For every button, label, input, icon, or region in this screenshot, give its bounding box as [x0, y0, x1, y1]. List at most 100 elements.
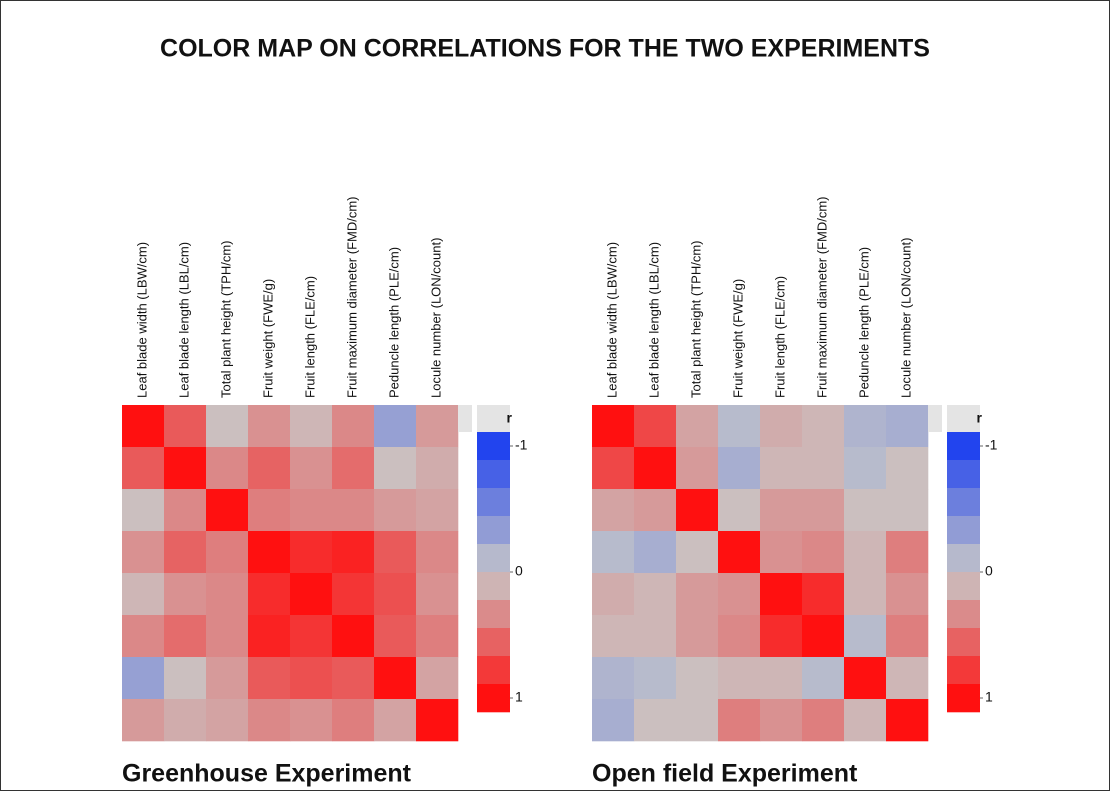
colorbar-band	[947, 488, 980, 517]
cell	[802, 447, 845, 490]
cell	[802, 405, 845, 448]
cell	[844, 657, 887, 700]
cell	[844, 573, 887, 616]
column-label: Peduncle length (PLE/cm)	[856, 247, 871, 398]
cell	[332, 447, 375, 490]
colorbar-tick-label: 1	[985, 689, 993, 705]
cell	[844, 405, 887, 448]
cell	[332, 699, 375, 742]
cell	[844, 531, 887, 574]
cell	[206, 489, 249, 532]
cell	[248, 489, 291, 532]
cell	[290, 573, 333, 616]
colorbar-title: r	[977, 410, 983, 426]
cell	[886, 699, 929, 742]
cell	[206, 531, 249, 574]
cell	[676, 699, 719, 742]
cell	[760, 573, 803, 616]
cell	[844, 447, 887, 490]
cell	[122, 573, 165, 616]
cell	[332, 573, 375, 616]
cell	[290, 699, 333, 742]
cell	[290, 615, 333, 658]
colorbar-band	[477, 460, 510, 489]
cell	[886, 405, 929, 448]
cell	[592, 447, 635, 490]
cell	[290, 657, 333, 700]
cell	[206, 615, 249, 658]
cell	[802, 573, 845, 616]
cell	[248, 615, 291, 658]
colorbar-band	[947, 628, 980, 657]
colorbar-band	[947, 460, 980, 489]
column-label: Fruit maximum diameter (FMD/cm)	[344, 196, 359, 398]
cell	[634, 573, 677, 616]
cell	[290, 531, 333, 574]
corner	[458, 405, 472, 432]
cell	[164, 447, 207, 490]
colorbar-band	[477, 488, 510, 517]
colorbar-band	[477, 600, 510, 629]
cell	[802, 489, 845, 532]
cell	[592, 489, 635, 532]
cell	[416, 657, 459, 700]
cell	[718, 489, 761, 532]
cell	[164, 489, 207, 532]
colorbar-band	[947, 432, 980, 461]
cell	[416, 405, 459, 448]
cell	[290, 405, 333, 448]
cell	[718, 615, 761, 658]
cell	[332, 405, 375, 448]
colorbar-band	[477, 656, 510, 685]
cell	[760, 531, 803, 574]
colorbar-header	[947, 405, 980, 432]
cell	[802, 699, 845, 742]
cell	[164, 699, 207, 742]
cell	[676, 657, 719, 700]
cell	[886, 615, 929, 658]
cell	[122, 615, 165, 658]
cell	[122, 447, 165, 490]
colorbar-band	[477, 516, 510, 545]
column-label: Fruit weight (FWE/g)	[260, 279, 275, 398]
cell	[718, 531, 761, 574]
cell	[592, 573, 635, 616]
cell	[374, 699, 417, 742]
cell	[592, 531, 635, 574]
column-label: Fruit length (FLE/cm)	[302, 276, 317, 398]
cell	[634, 489, 677, 532]
column-label: Fruit weight (FWE/g)	[730, 279, 745, 398]
cell	[718, 405, 761, 448]
column-label: Peduncle length (PLE/cm)	[386, 247, 401, 398]
chart-title: Greenhouse Experiment	[122, 760, 412, 788]
cell	[886, 657, 929, 700]
cell	[718, 657, 761, 700]
cell	[122, 531, 165, 574]
cell	[634, 615, 677, 658]
cell	[592, 615, 635, 658]
chart-title: Open field Experiment	[592, 760, 858, 788]
cell	[844, 699, 887, 742]
cell	[592, 405, 635, 448]
cell	[886, 447, 929, 490]
colorbar-band	[947, 516, 980, 545]
column-label: Locule number (LON/count)	[428, 238, 443, 398]
column-label: Leaf blade width (LBW/cm)	[604, 242, 619, 398]
cell	[718, 447, 761, 490]
column-label: Total plant height (TPH/cm)	[688, 240, 703, 398]
cell	[248, 657, 291, 700]
cell	[290, 447, 333, 490]
cell	[332, 489, 375, 532]
cell	[206, 699, 249, 742]
cell	[206, 657, 249, 700]
cell	[802, 531, 845, 574]
cell	[332, 531, 375, 574]
cell	[886, 531, 929, 574]
cell	[374, 573, 417, 616]
page-title: COLOR MAP ON CORRELATIONS FOR THE TWO EX…	[160, 35, 930, 63]
cell	[416, 489, 459, 532]
cell	[122, 405, 165, 448]
cell	[676, 405, 719, 448]
colorbar-band	[477, 432, 510, 461]
column-label: Leaf blade length (LBL/cm)	[176, 242, 191, 398]
